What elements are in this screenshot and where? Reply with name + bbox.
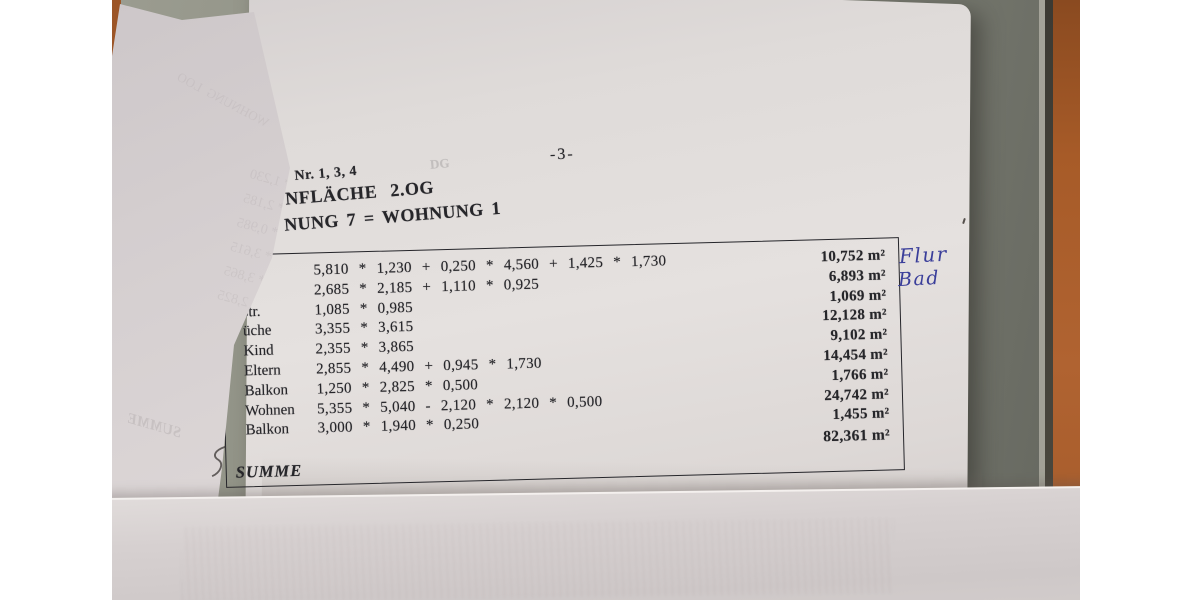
calculation-table: 5,810 * 1,230 + 0,250 * 4,560 + 1,425 * … — [220, 237, 905, 488]
table-rows: 5,810 * 1,230 + 0,250 * 4,560 + 1,425 * … — [221, 238, 898, 439]
area-result: 10,752 m² — [820, 247, 886, 266]
photo-of-document: -3- DG Nr. 1, 3, 4 NFLÄCHE 2.OG NUNG 7 =… — [112, 0, 1080, 600]
total-area-value: 82,361 m² — [823, 426, 891, 446]
area-result: 24,742 m² — [824, 386, 890, 404]
bleedthrough-summe-text: SUMME — [125, 410, 184, 442]
bleedthrough-stripes — [180, 518, 895, 600]
table-groove — [1045, 0, 1053, 520]
calc-expression: 1,085 * 0,985 — [314, 299, 414, 319]
room-label: Balkon — [244, 381, 289, 400]
desk-edge-highlight — [1039, 0, 1045, 520]
room-label: üche — [242, 323, 272, 340]
foreground-page — [112, 485, 1080, 600]
area-result: 6,893 m² — [828, 267, 887, 285]
document-header: Nr. 1, 3, 4 NFLÄCHE 2.OG NUNG 7 = WOHNUN… — [280, 143, 624, 235]
room-label: Eltern — [243, 362, 281, 380]
room-label: Wohnen — [244, 401, 295, 419]
area-result: 12,128 m² — [821, 306, 888, 325]
handwritten-note-bad: Bad — [897, 266, 941, 292]
handwritten-note-flur: Flur — [898, 241, 949, 269]
calc-expression: 3,355 * 3,615 — [314, 319, 414, 338]
calc-expression: 1,250 * 2,825 * 0,500 — [316, 377, 479, 398]
area-result: 1,069 m² — [829, 287, 887, 305]
summe-label: SUMME — [235, 460, 303, 482]
ink-speck — [962, 217, 966, 225]
area-result: 1,766 m² — [831, 366, 889, 384]
room-label: Balkon — [245, 421, 290, 439]
bleedthrough-top-text: WOHNUNG LOO — [174, 69, 272, 131]
area-result: 14,454 m² — [823, 346, 889, 365]
calc-expression: 3,000 * 1,940 * 0,250 — [317, 416, 480, 437]
calc-expression: 2,355 * 3,865 — [315, 339, 415, 358]
wood-table-edge — [1053, 0, 1080, 520]
handwritten-mark — [211, 445, 226, 477]
area-result: 9,102 m² — [830, 326, 888, 345]
room-label: Kind — [243, 342, 274, 360]
area-result: 1,455 m² — [832, 405, 890, 424]
